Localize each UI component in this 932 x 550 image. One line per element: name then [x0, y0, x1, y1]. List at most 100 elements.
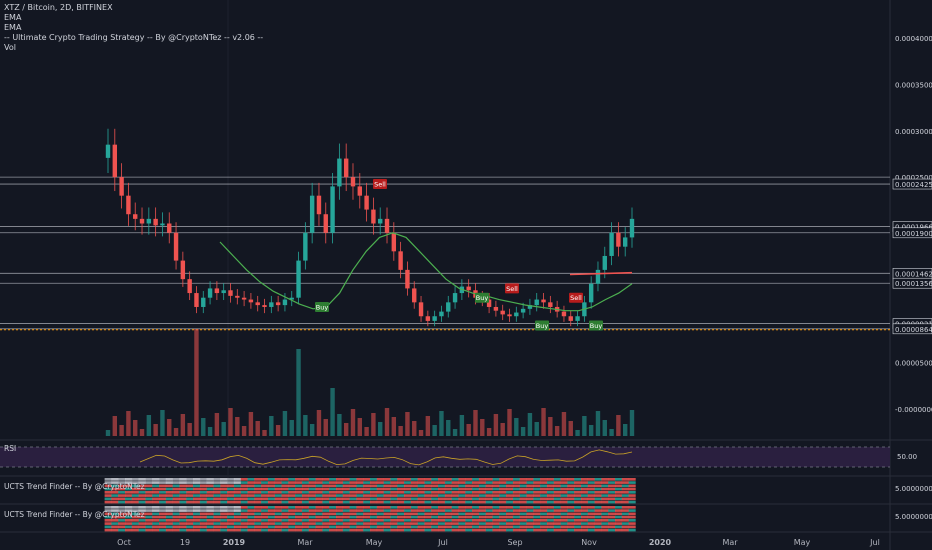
volume-bar: [378, 422, 383, 436]
trend-pane-2-bar: [240, 512, 248, 516]
trend-pane-2-bar: [247, 525, 255, 529]
trend-pane-2-bar: [363, 522, 371, 525]
trend-pane-1-bar: [540, 491, 548, 494]
trend-pane-2-bar: [233, 522, 242, 525]
trend-pane-2-bar: [131, 506, 139, 509]
trend-pane-1-bar: [172, 500, 180, 504]
trend-pane-1-bar: [274, 484, 282, 488]
trend-pane-2-bar: [267, 525, 276, 529]
trend-pane-1-bar: [145, 487, 153, 491]
trend-pane-2-bar: [145, 519, 153, 522]
trend-pane-2-bar: [125, 515, 133, 519]
trend-pane-2-bar: [390, 515, 398, 519]
trend-pane-1-bar: [506, 487, 514, 491]
trend-pane-2-bar: [512, 525, 521, 529]
trend-pane-2-bar: [485, 512, 493, 516]
trend-pane-2-bar: [125, 506, 133, 509]
trend-pane-1-bar: [444, 487, 452, 491]
trend-pane-1-bar: [131, 494, 139, 497]
trend-pane-1-bar: [608, 497, 616, 501]
volume-bar: [248, 412, 254, 436]
x-tick-label: Mar: [297, 538, 313, 547]
trend-pane-1-bar: [472, 478, 480, 481]
trend-pane-2-bar: [465, 525, 473, 529]
trend-pane-2-bar: [363, 519, 371, 522]
trend-pane-2-bar: [594, 506, 602, 509]
trend-pane-1-bar: [519, 478, 527, 481]
trend-pane-2-bar: [227, 509, 235, 512]
trend-pane-2-bar: [193, 509, 201, 512]
legend-vol[interactable]: Vol: [4, 43, 16, 52]
trend-pane-2-bar: [125, 512, 133, 516]
trend-pane-1-bar: [587, 494, 595, 497]
trend-pane-2-bar: [335, 509, 344, 512]
trend-pane-2-bar: [506, 509, 514, 512]
trend-pane-1-bar: [614, 494, 623, 497]
trend-pane-2-bar: [179, 519, 187, 522]
trend-pane-1-bar: [193, 491, 201, 494]
legend-ema-2[interactable]: EMA: [4, 23, 22, 32]
candle-body: [350, 177, 356, 187]
trend-pane-2-bar: [390, 519, 398, 522]
trend-pane-1-bar: [594, 484, 602, 488]
volume-bar: [303, 415, 308, 436]
trend-pane-1-bar: [519, 497, 527, 501]
rsi-pane-label[interactable]: RSI: [4, 444, 17, 453]
trend-pane-2-bar: [478, 506, 486, 509]
trend-pane-1-bar: [472, 494, 480, 497]
trend-pane-1-bar: [383, 491, 391, 494]
trend-pane-2-bar: [227, 522, 235, 525]
trend-pane-1-bar: [329, 478, 337, 481]
trend-pane-1-bar: [458, 491, 466, 494]
trend-pane-2-bar: [376, 522, 384, 525]
trend-pane-2-bar: [472, 528, 480, 532]
trend-pane-1-bar: [329, 497, 337, 501]
trend-pane-1-bar: [281, 494, 289, 497]
trend-pane-1-bar: [138, 484, 146, 488]
trend-pane-1-bar: [233, 481, 242, 484]
trend-pane-2-bar: [472, 525, 480, 529]
trend-pane-1-bar: [397, 497, 405, 501]
trend-pane-2-bar: [376, 512, 384, 516]
trend-pane-2-bar: [376, 515, 384, 519]
trend-pane-2-label[interactable]: UCTS Trend Finder -- By @CryptoNTez: [4, 510, 145, 519]
trend-pane-1-bar: [601, 500, 609, 504]
trend-pane-2-bar: [424, 506, 432, 509]
trend-pane-2-bar: [111, 528, 119, 532]
volume-bar: [133, 420, 138, 436]
trend-pane-2-bar: [335, 506, 344, 509]
trend-pane-2-bar: [322, 519, 330, 522]
trend-pane-1-bar: [628, 491, 636, 494]
trend-pane-1-bar: [240, 497, 248, 501]
trend-pane-1-bar: [145, 491, 153, 494]
legend-symbol[interactable]: XTZ / Bitcoin, 2D, BITFINEX: [4, 3, 113, 12]
trend-pane-2-bar: [410, 528, 418, 532]
trend-pane-2-bar: [274, 509, 282, 512]
trend-pane-2-bar: [519, 509, 527, 512]
trend-pane-2-bar: [417, 522, 425, 525]
trend-pane-2-bar: [546, 525, 555, 529]
trend-pane-2-bar: [451, 515, 459, 519]
candle-body: [201, 297, 206, 307]
trend-pane-2-bar: [193, 528, 201, 532]
trend-pane-2-bar: [444, 522, 452, 525]
volume-bar: [554, 426, 560, 436]
trend-pane-2-bar: [533, 528, 541, 532]
trend-pane-1-bar: [111, 491, 119, 494]
volume-bar: [527, 413, 533, 436]
trend-pane-2-bar: [485, 509, 493, 512]
trend-pane-1-label[interactable]: UCTS Trend Finder -- By @CryptoNTez: [4, 482, 145, 491]
trend-pane-1-bar: [628, 500, 636, 504]
trend-pane-1-bar: [478, 494, 486, 497]
legend-ucts[interactable]: -- Ultimate Crypto Trading Strategy -- B…: [4, 33, 264, 42]
trend-pane-2-bar: [145, 515, 153, 519]
candle-body: [466, 286, 471, 291]
legend-ema-1[interactable]: EMA: [4, 13, 22, 22]
trend-pane-2-bar: [492, 522, 500, 525]
volume-bar: [221, 422, 226, 436]
volume-bar: [207, 427, 213, 436]
trend-pane-2-bar: [193, 506, 201, 509]
trend-pane-2-bar: [519, 522, 527, 525]
trend-pane-2-bar: [424, 509, 432, 512]
